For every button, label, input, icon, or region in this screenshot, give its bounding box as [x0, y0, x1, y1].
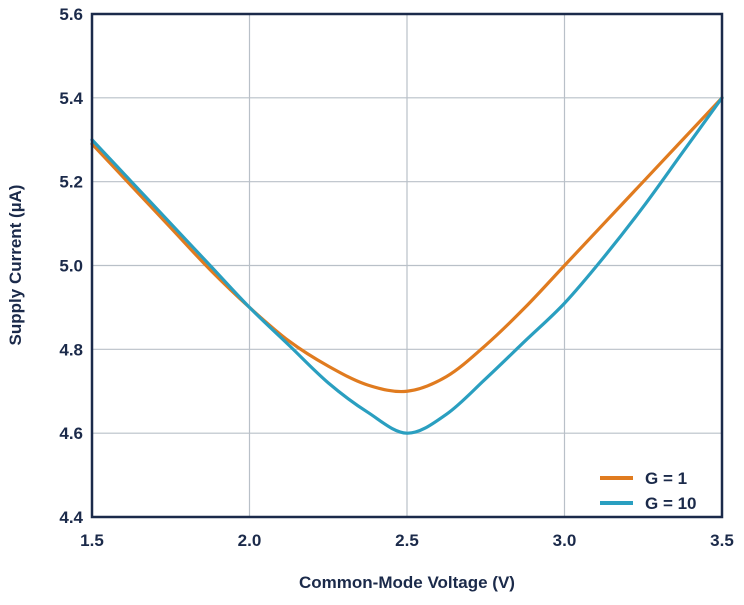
y-tick-label: 5.6 — [59, 5, 83, 24]
x-tick-label: 1.5 — [80, 531, 104, 550]
x-tick-label: 2.5 — [395, 531, 419, 550]
x-axis-label: Common-Mode Voltage (V) — [299, 573, 515, 592]
x-tick-label: 3.0 — [553, 531, 577, 550]
legend-label: G = 1 — [645, 469, 687, 488]
series-lines — [90, 96, 724, 435]
y-tick-label: 4.6 — [59, 424, 83, 443]
series-line-1 — [90, 96, 724, 394]
y-axis-label: Supply Current (µA) — [6, 185, 25, 346]
legend: G = 1 G = 10 — [600, 469, 697, 513]
x-tick-label: 3.5 — [710, 531, 734, 550]
x-tick-label: 2.0 — [238, 531, 262, 550]
y-tick-label: 5.0 — [59, 257, 83, 276]
grid — [91, 13, 723, 518]
y-tick-label: 4.4 — [59, 508, 83, 527]
series-line-2 — [90, 96, 724, 435]
y-tick-label: 5.2 — [59, 173, 83, 192]
y-tick-label: 4.8 — [59, 340, 83, 359]
tick-labels: 1.5 2.0 2.5 3.0 3.5 4.4 4.6 4.8 5.0 5.2 5.4 5.6 — [59, 5, 733, 550]
legend-label: G = 10 — [645, 494, 697, 513]
plot-frame — [90, 12, 724, 519]
y-tick-label: 5.4 — [59, 89, 83, 108]
